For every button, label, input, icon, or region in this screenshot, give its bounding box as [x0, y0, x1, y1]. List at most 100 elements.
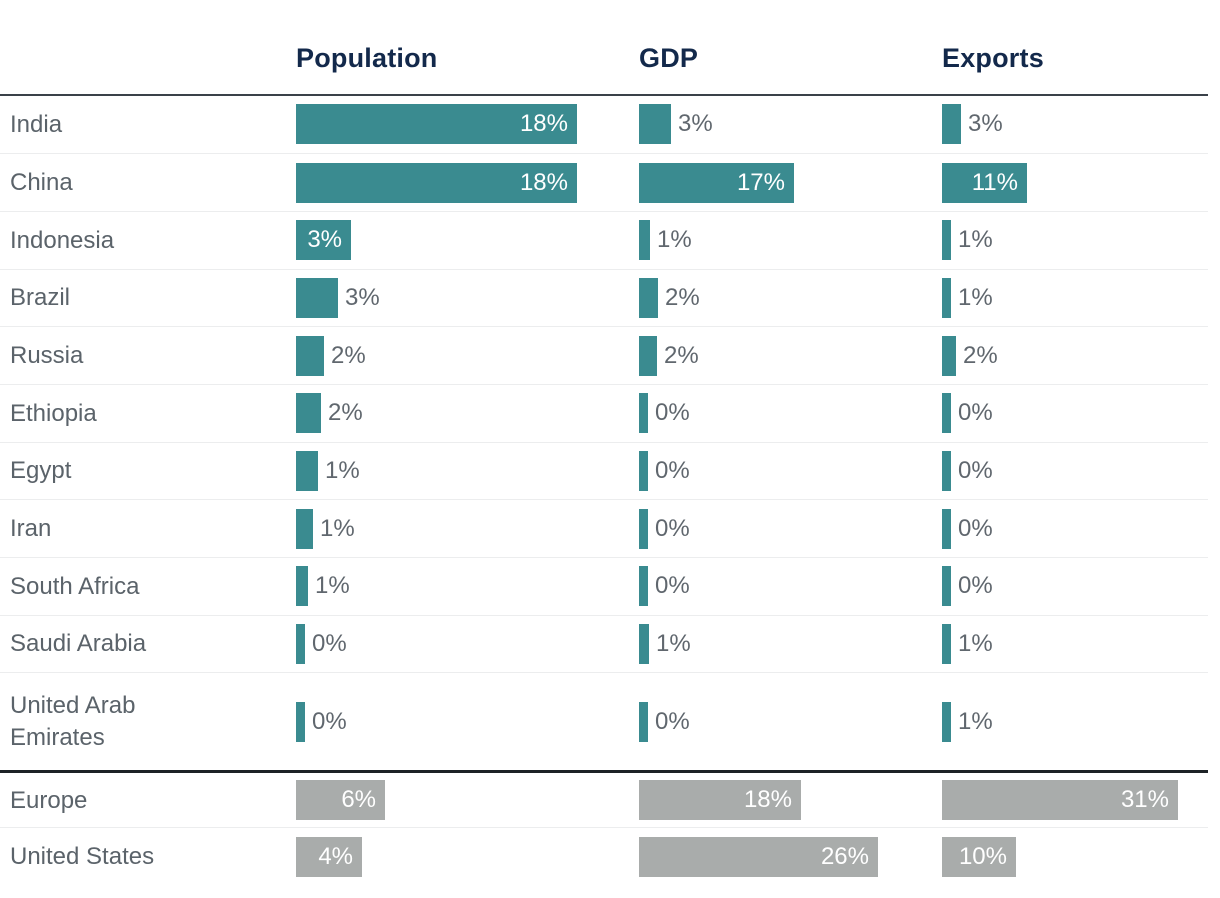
exports-cell: 1%: [942, 277, 1208, 318]
value-label-inside: 3%: [307, 226, 342, 254]
value-label-inside: 10%: [958, 842, 1007, 870]
exports-column-header: Exports: [942, 42, 1044, 73]
gdp-cell: 0%: [639, 566, 942, 607]
gdp-bar: 17%: [639, 162, 794, 203]
value-label-outside: 0%: [958, 456, 993, 484]
bar-wrapper: 6%: [296, 780, 639, 821]
population-bar: 6%: [296, 780, 385, 821]
row-label: Saudi Arabia: [10, 630, 147, 658]
population-bar: [296, 624, 305, 665]
value-label-outside: 1%: [958, 707, 993, 735]
population-cell: 2%: [296, 335, 639, 376]
bar-wrapper: 1%: [942, 701, 1208, 742]
gdp-bar: [639, 566, 648, 607]
gdp-cell: 0%: [639, 393, 942, 434]
value-label-outside: 1%: [958, 630, 993, 658]
value-label-inside: 17%: [736, 168, 785, 196]
value-label-inside: 18%: [743, 786, 792, 814]
gdp-cell: 0%: [639, 450, 942, 491]
value-label-outside: 1%: [656, 630, 691, 658]
table-row: Iran 1% 0% 0%: [0, 499, 1208, 557]
value-label-outside: 1%: [958, 283, 993, 311]
bar-wrapper: 0%: [296, 701, 639, 742]
value-label-outside: 3%: [678, 110, 713, 138]
value-label-outside: 0%: [655, 514, 690, 542]
value-label-inside: 18%: [519, 110, 568, 138]
row-label: Egypt: [10, 457, 72, 485]
population-bar: 3%: [296, 220, 351, 261]
population-bar: [296, 450, 318, 491]
value-label-outside: 0%: [655, 572, 690, 600]
value-label-outside: 2%: [328, 399, 363, 427]
value-label-outside: 0%: [655, 456, 690, 484]
exports-bar: 11%: [942, 162, 1027, 203]
value-label-inside: 11%: [971, 168, 1018, 196]
row-label: Ethiopia: [10, 399, 97, 427]
gdp-cell: 0%: [639, 701, 942, 742]
table-row: China 18% 17% 11%: [0, 153, 1208, 211]
exports-bar: [942, 104, 961, 145]
gdp-bar: [639, 508, 648, 549]
bar-wrapper: 0%: [942, 508, 1208, 549]
bar-wrapper: 1%: [296, 566, 639, 607]
exports-bar: [942, 508, 951, 549]
value-label-inside: 18%: [519, 168, 568, 196]
row-label: Russia: [10, 342, 84, 369]
bar-wrapper: 0%: [639, 701, 942, 742]
gdp-bar: [639, 277, 658, 318]
value-label-outside: 2%: [665, 283, 700, 311]
table-row: Brazil 3% 2% 1%: [0, 268, 1208, 327]
population-cell: 4%: [296, 836, 639, 877]
row-label: India: [10, 110, 63, 138]
value-label-inside: 6%: [341, 786, 376, 814]
population-cell: 2%: [296, 393, 639, 434]
bar-wrapper: 18%: [296, 162, 639, 203]
population-bar: 18%: [296, 104, 577, 145]
population-bar: [296, 335, 324, 376]
bar-wrapper: 1%: [639, 624, 942, 665]
table-row: United States 4% 26% 10%: [0, 827, 1208, 885]
bar-wrapper: 2%: [639, 277, 942, 318]
exports-cell: 0%: [942, 508, 1208, 549]
table-row: Russia 2% 2% 2%: [0, 326, 1208, 384]
gdp-cell: 26%: [639, 836, 942, 877]
bar-wrapper: 17%: [639, 162, 942, 203]
table-header: Population GDP Exports: [0, 0, 1208, 96]
gdp-bar: [639, 335, 657, 376]
bar-wrapper: 0%: [639, 508, 942, 549]
row-label: Brazil: [10, 284, 71, 312]
value-label-inside: 4%: [318, 842, 353, 870]
bar-wrapper: 1%: [942, 220, 1208, 261]
population-bar: [296, 508, 313, 549]
gdp-bar: [639, 624, 649, 665]
exports-bar: [942, 701, 951, 742]
population-cell: 3%: [296, 277, 639, 318]
exports-cell: 0%: [942, 566, 1208, 607]
exports-cell: 31%: [942, 780, 1208, 821]
gdp-bar: [639, 450, 648, 491]
gdp-bar: 26%: [639, 836, 878, 877]
bar-wrapper: 18%: [296, 104, 639, 145]
gdp-cell: 1%: [639, 220, 942, 261]
bar-wrapper: 2%: [296, 393, 639, 434]
value-label-outside: 3%: [968, 110, 1003, 138]
value-label-inside: 31%: [1120, 786, 1169, 814]
gdp-column-header: GDP: [639, 42, 699, 73]
bar-wrapper: 10%: [942, 836, 1208, 877]
population-bar: [296, 566, 308, 607]
table-row: Egypt 1% 0% 0%: [0, 441, 1208, 500]
row-label: China: [10, 168, 73, 196]
row-label: Iran: [10, 515, 52, 543]
exports-bar: [942, 220, 951, 261]
bar-wrapper: 1%: [942, 277, 1208, 318]
shares-bar-table: Population GDP Exports India 18% 3% 3% China…: [0, 0, 1208, 885]
bar-wrapper: 2%: [942, 335, 1208, 376]
exports-cell: 0%: [942, 450, 1208, 491]
value-label-outside: 1%: [320, 514, 355, 542]
population-cell: 1%: [296, 566, 639, 607]
gdp-bar: 18%: [639, 780, 801, 821]
gdp-cell: 17%: [639, 162, 942, 203]
exports-bar: [942, 335, 956, 376]
bar-wrapper: 0%: [942, 450, 1208, 491]
population-bar: 4%: [296, 836, 362, 877]
